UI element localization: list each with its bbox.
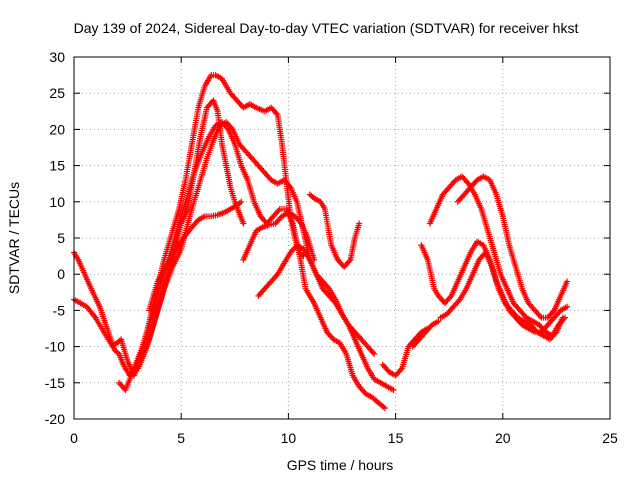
chart-title: Day 139 of 2024, Sidereal Day-to-day VTE… [74, 20, 579, 36]
data-point [238, 198, 245, 205]
x-tick-label: 0 [70, 430, 78, 446]
data-point [381, 405, 388, 412]
y-tick-label: 25 [49, 85, 65, 101]
series-arc14 [409, 318, 442, 350]
x-tick-label: 20 [495, 430, 511, 446]
data-point [371, 350, 378, 357]
y-tick-label: -20 [45, 411, 65, 427]
y-tick-label: 30 [49, 49, 65, 65]
data-point [435, 318, 442, 325]
series-arc8 [306, 191, 363, 270]
series-arc9 [379, 325, 431, 379]
data-point [564, 278, 571, 285]
x-tick-label: 25 [602, 430, 618, 446]
series-arc13 [437, 249, 566, 343]
x-axis-label: GPS time / hours [287, 457, 394, 473]
y-tick-label: 5 [57, 230, 65, 246]
y-axis-label: SDTVAR / TECUs [6, 182, 22, 294]
grid-lines [74, 57, 610, 419]
y-tick-label: -10 [45, 339, 65, 355]
y-tick-label: -15 [45, 375, 65, 391]
series-arc11 [426, 173, 568, 339]
axis-ticks: 0 5 10 15 20 25 -20 -15 -10 -5 0 5 10 15 20 25 30 [45, 49, 618, 446]
x-tick-label: 10 [281, 430, 297, 446]
series-arc6 [240, 209, 318, 263]
series-arc5 [146, 198, 245, 314]
data-point [559, 314, 566, 321]
y-tick-label: -5 [53, 302, 66, 318]
data-point [356, 220, 363, 227]
data-points [71, 72, 571, 412]
x-tick-label: 5 [177, 430, 185, 446]
data-point [390, 387, 397, 394]
data-point [240, 220, 247, 227]
y-tick-label: 0 [57, 266, 65, 282]
series-arc7 [255, 242, 378, 357]
series-arc12 [454, 173, 571, 321]
y-tick-label: 15 [49, 158, 65, 174]
y-tick-label: 20 [49, 121, 65, 137]
data-point [564, 303, 571, 310]
x-tick-label: 15 [388, 430, 404, 446]
y-tick-label: 10 [49, 194, 65, 210]
